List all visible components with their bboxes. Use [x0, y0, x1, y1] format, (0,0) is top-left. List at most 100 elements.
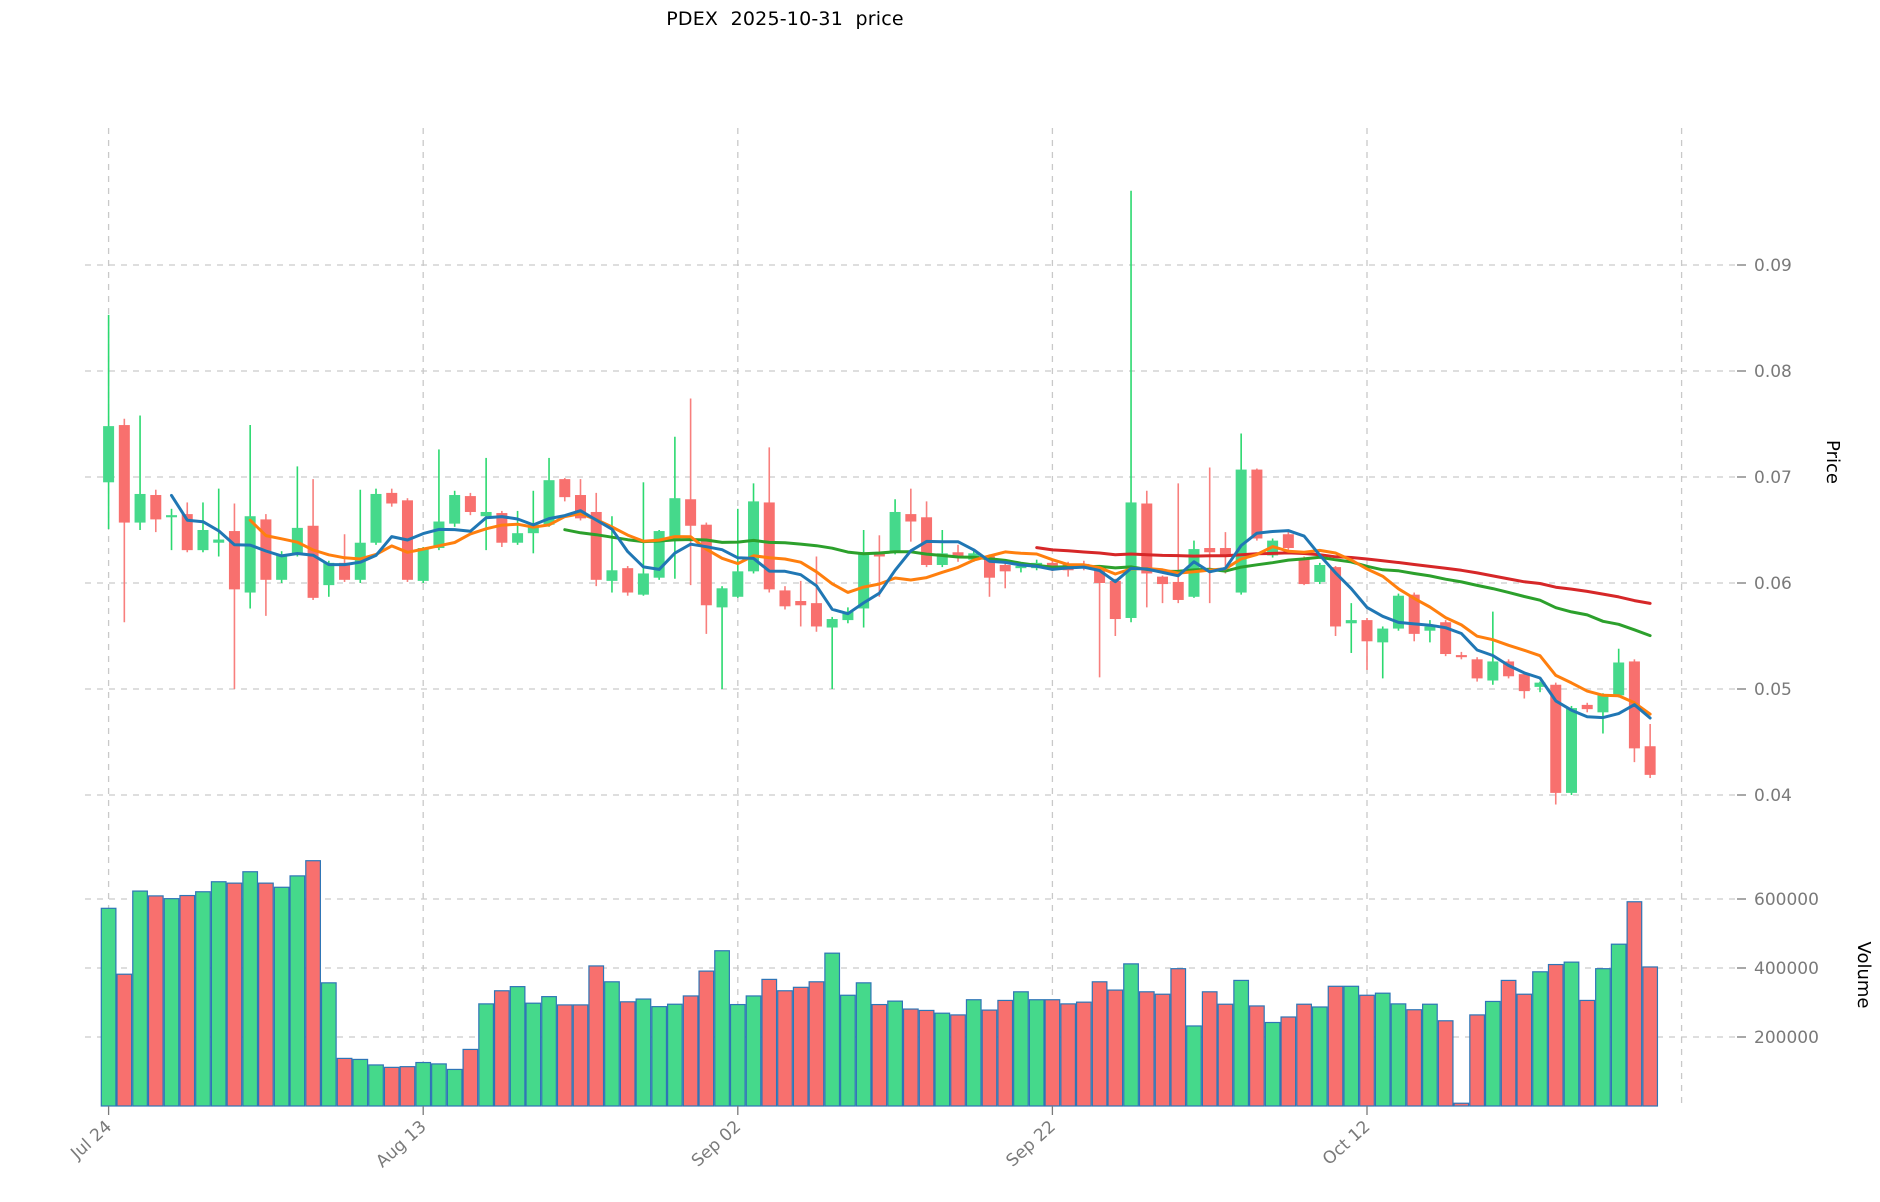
candle-body	[1125, 502, 1137, 618]
candle-body	[103, 426, 115, 483]
date-tick-label: Sep 22	[1002, 1117, 1059, 1171]
candle-body	[1455, 655, 1467, 658]
volume-bar	[682, 995, 699, 1107]
volume-bar	[556, 1004, 573, 1107]
price-axis: 0.09 0.08 0.07 0.06 0.05 0.04	[1737, 256, 1792, 806]
volume-bar	[368, 1064, 384, 1107]
candle-body	[276, 554, 288, 580]
volume-bar	[336, 1057, 353, 1107]
volume-bar	[745, 995, 762, 1107]
volume-bar	[1233, 979, 1250, 1107]
volume-bar	[1280, 1016, 1297, 1107]
volume-bar	[777, 990, 793, 1107]
candle-body	[1550, 684, 1562, 793]
candle-body	[779, 590, 791, 607]
volume-axis-title: Volume	[1853, 942, 1874, 1009]
volume-bar	[493, 990, 510, 1107]
volume-bar	[1217, 1003, 1234, 1107]
candle-body	[1219, 548, 1231, 557]
volume-bar	[210, 881, 227, 1107]
volume-bar	[1060, 1003, 1077, 1107]
volume-bar	[258, 882, 274, 1107]
volume-bar	[950, 1014, 966, 1107]
volume-bar	[1406, 1009, 1423, 1107]
volume-bar	[1248, 1005, 1265, 1107]
candle-body	[433, 521, 445, 549]
volume-bar	[792, 986, 809, 1107]
price-tick-label: 0.04	[1754, 786, 1792, 806]
candle-body	[1534, 682, 1546, 687]
candle-body	[1109, 580, 1121, 620]
volume-bar	[604, 981, 620, 1107]
candle-body	[606, 570, 618, 581]
price-tick-label: 0.08	[1754, 362, 1792, 382]
volume-bar	[934, 1012, 951, 1107]
volume-bar	[1013, 991, 1029, 1107]
candle-body	[590, 511, 602, 580]
candle-body	[228, 531, 240, 590]
candle-body	[1518, 674, 1530, 692]
volume-bar	[1547, 963, 1564, 1107]
date-tick-label: Aug 13	[372, 1117, 430, 1172]
price-tick-label: 0.07	[1754, 468, 1792, 488]
volume-bar	[305, 860, 321, 1107]
candle-body	[1282, 534, 1294, 549]
volume-bar	[1327, 985, 1344, 1107]
volume-bar	[1595, 968, 1611, 1107]
price-tick-label: 0.09	[1754, 256, 1792, 276]
candle-body	[716, 588, 728, 608]
candle-body	[134, 493, 146, 523]
volume-bar	[1453, 1102, 1470, 1107]
candle-body	[386, 492, 398, 504]
candle-body	[1251, 469, 1263, 539]
candle-body	[527, 524, 539, 534]
volume-bar	[1296, 1003, 1312, 1107]
volume-bar	[462, 1048, 479, 1107]
candle-body	[1235, 469, 1247, 593]
candle-body	[1440, 622, 1452, 655]
candle-body	[417, 548, 429, 581]
candle-body	[669, 498, 681, 539]
volume-bar	[965, 999, 982, 1107]
candle-body	[637, 573, 649, 595]
volume-bar	[1532, 971, 1548, 1107]
volume-bar	[100, 907, 117, 1107]
candle-body	[1565, 708, 1577, 793]
candle-body	[1172, 581, 1184, 600]
volume-bar	[588, 965, 605, 1107]
candle-body	[889, 511, 901, 553]
volume-bar	[840, 994, 856, 1107]
volume-bar	[1374, 992, 1391, 1107]
candle-body	[543, 480, 555, 525]
candle-body	[763, 502, 775, 590]
candle-body	[181, 514, 193, 551]
candle-body	[826, 619, 838, 628]
date-axis: Jul 24 Aug 13 Sep 02 Sep 22 Oct 12	[66, 1106, 1374, 1172]
volume-bar	[1123, 963, 1139, 1107]
volume-bar	[808, 981, 825, 1107]
volume-bar	[572, 1004, 589, 1107]
candle-body	[810, 603, 822, 627]
volume-bar	[1311, 1006, 1328, 1107]
volume-bar	[1579, 999, 1596, 1107]
volume-bar	[651, 1006, 668, 1107]
volume-bar	[918, 1009, 935, 1107]
volume-tick-label: 600000	[1754, 890, 1819, 910]
candle-body	[905, 514, 917, 522]
volume-bar	[431, 1063, 447, 1107]
candle-body	[118, 425, 130, 523]
candle-body	[197, 530, 209, 551]
candle-body	[685, 499, 697, 526]
candle-body	[213, 539, 225, 543]
candle-body	[1157, 576, 1169, 585]
volume-bar	[1422, 1003, 1438, 1107]
axis-titles: Price Volume	[1822, 440, 1874, 1008]
candle-body	[339, 562, 351, 580]
volume-bar	[1484, 1000, 1501, 1107]
volume-bar	[352, 1058, 369, 1107]
volume-tick-label: 200000	[1754, 1028, 1819, 1048]
candle-body	[999, 564, 1011, 572]
volume-bar	[1642, 966, 1659, 1107]
